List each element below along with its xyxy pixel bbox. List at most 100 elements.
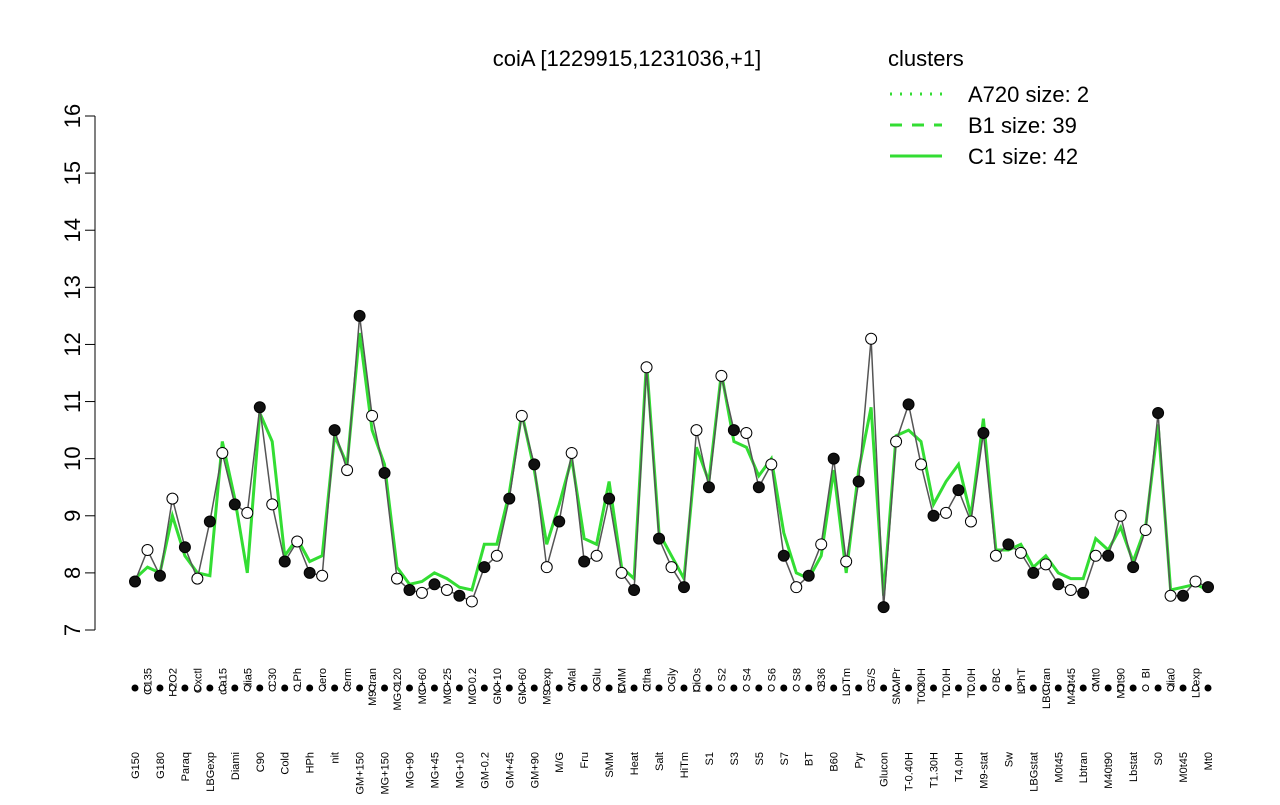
sample-marker	[655, 684, 663, 692]
sample-marker	[530, 684, 538, 692]
data-point	[440, 584, 453, 597]
sample-marker	[1054, 684, 1062, 692]
x-tick-label: BT	[804, 752, 816, 766]
data-point	[852, 475, 865, 488]
x-tick-label: Fru	[579, 752, 591, 769]
x-tick-label: G150	[130, 752, 142, 779]
sample-marker	[618, 684, 626, 692]
x-tick-label: MG+150	[380, 752, 392, 795]
sample-marker	[143, 684, 151, 692]
x-tick-label: GM-0.2	[479, 752, 491, 789]
x-tick-label: S3	[729, 752, 741, 765]
data-point	[366, 409, 379, 422]
sample-marker	[393, 684, 401, 692]
data-point	[553, 515, 566, 528]
x-tick-label: B36	[816, 668, 828, 688]
x-tick-label: M0t90	[1116, 668, 1128, 699]
sample-marker	[1204, 684, 1212, 692]
sample-marker	[630, 684, 638, 692]
data-point	[840, 555, 853, 568]
sample-marker	[792, 684, 800, 692]
x-tick-label: LBGstat	[1028, 752, 1040, 792]
x-tick-label: BC	[991, 668, 1003, 683]
sample-marker	[293, 684, 301, 692]
x-tick-label: GM+45	[504, 752, 516, 788]
sample-marker	[1117, 684, 1125, 692]
sample-marker	[855, 684, 863, 692]
data-point	[927, 509, 940, 522]
sample-marker	[256, 684, 264, 692]
data-point	[615, 566, 628, 579]
data-point	[964, 515, 977, 528]
data-point	[353, 309, 366, 322]
sample-marker	[381, 684, 389, 692]
data-point	[540, 561, 553, 574]
sample-marker	[156, 684, 164, 692]
data-point	[677, 581, 690, 594]
sample-marker	[268, 684, 276, 692]
sample-marker	[992, 684, 1000, 692]
x-tick-label: S5	[754, 752, 766, 765]
sample-marker	[443, 684, 451, 692]
sample-marker	[281, 684, 289, 692]
data-point	[278, 555, 291, 568]
data-point	[166, 492, 179, 505]
data-point	[391, 572, 404, 585]
x-tick-label: Mt0	[1091, 668, 1103, 686]
sample-marker	[568, 684, 576, 692]
y-tick-label: 14	[60, 218, 85, 242]
sample-marker	[892, 684, 900, 692]
data-point	[877, 601, 890, 614]
x-tick-label: H2O2	[167, 668, 179, 697]
sample-marker	[493, 684, 501, 692]
data-point	[1052, 578, 1065, 591]
data-point	[303, 566, 316, 579]
x-tick-label: GM+90	[529, 752, 541, 788]
data-point	[1027, 566, 1040, 579]
x-tick-label: Gly	[667, 668, 679, 685]
x-tick-label: Cold	[280, 752, 292, 775]
data-point	[1002, 538, 1015, 551]
sample-marker	[518, 684, 526, 692]
x-tick-label: T2.0H	[941, 668, 953, 698]
y-tick-label: 13	[60, 275, 85, 299]
sample-marker	[1017, 684, 1025, 692]
x-tick-label: S2	[716, 668, 728, 681]
sample-marker	[979, 684, 987, 692]
data-point	[490, 549, 503, 562]
sample-marker	[368, 684, 376, 692]
data-point	[203, 515, 216, 528]
sample-marker	[580, 684, 588, 692]
data-point	[653, 532, 666, 545]
data-point	[141, 544, 154, 557]
data-point	[403, 584, 416, 597]
sample-marker	[418, 684, 426, 692]
data-point	[890, 435, 903, 448]
x-tick-label: MG+45	[429, 752, 441, 788]
x-tick-label: T4.0H	[953, 752, 965, 782]
data-point	[727, 424, 740, 437]
cluster-line	[133, 332, 1209, 596]
sample-marker	[218, 684, 226, 692]
sample-marker	[168, 684, 176, 692]
x-tick-label: LoTm	[841, 668, 853, 696]
data-point	[453, 589, 466, 602]
sample-marker	[430, 684, 438, 692]
data-point	[565, 446, 578, 459]
x-tick-label: S1	[704, 752, 716, 765]
sample-marker	[1129, 684, 1137, 692]
data-point	[952, 484, 965, 497]
sample-marker	[917, 684, 925, 692]
data-point	[478, 561, 491, 574]
sample-marker	[830, 684, 838, 692]
data-point	[528, 458, 541, 471]
data-point	[1114, 509, 1127, 522]
data-point	[590, 549, 603, 562]
chart-title: coiA [1229915,1231036,+1]	[493, 46, 762, 71]
x-tick-label: Heat	[629, 752, 641, 775]
x-tick-label: T1.30H	[929, 752, 941, 788]
x-tick-label: GM+150	[355, 752, 367, 795]
data-point	[640, 361, 653, 374]
data-point	[1039, 558, 1052, 571]
